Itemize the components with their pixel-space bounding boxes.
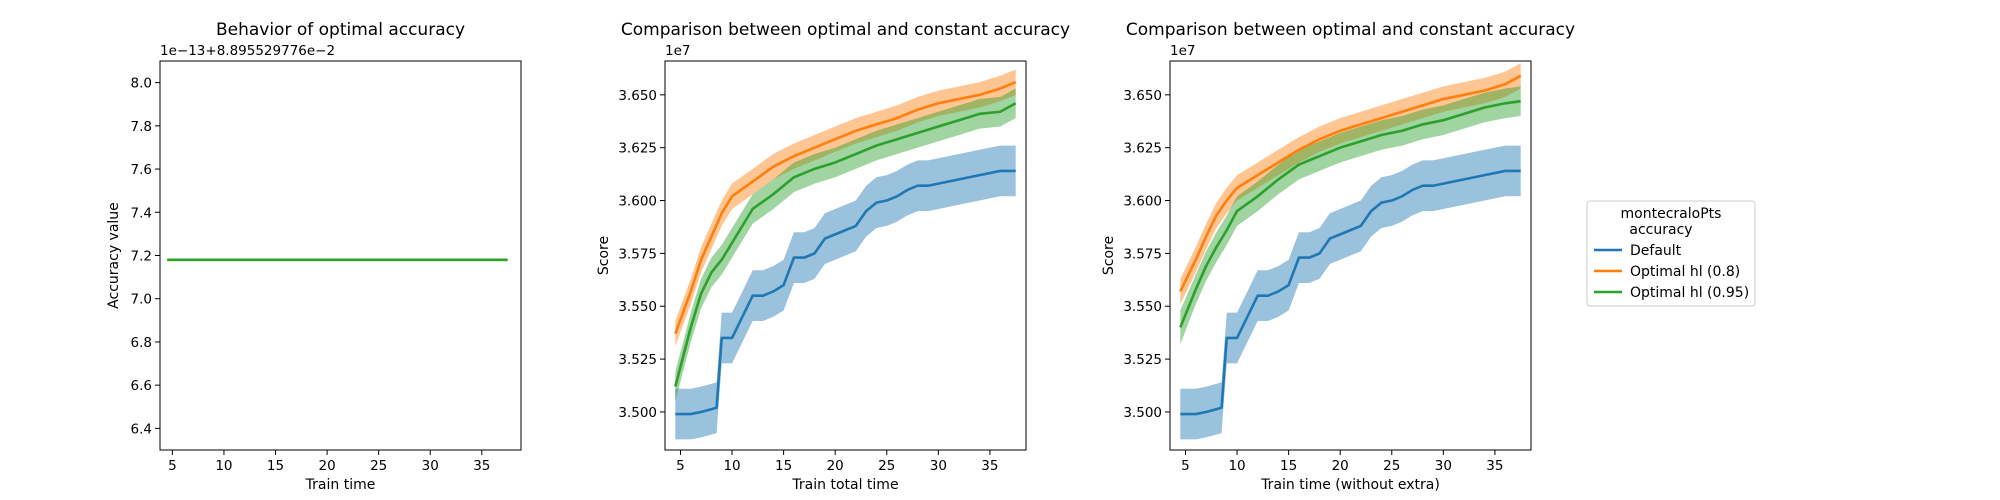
chart-panel-total-time: 5 10 15 20 25 30 35 3.500 3.525 3.550 3.575 3.600 3.… <box>596 20 1070 493</box>
series-band-1 <box>675 69 1016 347</box>
x-tick-label: 30 <box>930 458 947 474</box>
chart-panel-optimal-accuracy: 5 10 15 20 25 30 35 6.4 6.6 6.8 7.0 7.2 7.4 7.6 7.8 8.0… <box>106 20 522 493</box>
x-tick-label: 35 <box>981 458 998 474</box>
legend-frame <box>1586 200 1756 307</box>
legend: montecraloPts accuracy Default Optimal h… <box>1586 200 1756 307</box>
x-axis-label: Train time <box>305 477 376 493</box>
y-tick-label: 3.600 <box>1123 194 1162 210</box>
legend-title-line1: montecraloPts <box>1621 206 1722 222</box>
x-tick-label: 15 <box>775 458 792 474</box>
axes-frame <box>1169 60 1532 451</box>
y-axis-label: Score <box>596 236 612 275</box>
x-tick-label: 5 <box>676 458 685 474</box>
y-tick-label: 3.550 <box>618 299 657 315</box>
x-tick-label: 5 <box>168 458 177 474</box>
x-tick-label: 25 <box>878 458 895 474</box>
axis-offset-text: 1e−13+8.895529776e−2 <box>160 43 335 59</box>
legend-label-optimal-095: Optimal hl (0.95) <box>1630 285 1749 301</box>
x-tick-label: 20 <box>318 458 335 474</box>
x-tick-label: 15 <box>1280 458 1297 474</box>
chart-title: Comparison between optimal and constant … <box>621 20 1070 40</box>
y-tick-label: 3.500 <box>1123 405 1162 421</box>
chart-panel-without-extra: 5 10 15 20 25 30 35 3.500 3.525 3.550 3.575 3.600 3.… <box>1101 20 1575 493</box>
y-tick-label: 3.525 <box>618 352 657 368</box>
axis-offset-text: 1e7 <box>1170 43 1195 59</box>
y-tick-label: 3.575 <box>1123 246 1162 262</box>
y-axis-label: Score <box>1101 236 1117 275</box>
x-tick-label: 20 <box>827 458 844 474</box>
series-line-0 <box>1180 169 1521 416</box>
x-tick-label: 30 <box>1435 458 1452 474</box>
chart-title: Behavior of optimal accuracy <box>216 20 465 40</box>
y-tick-label: 3.625 <box>1123 141 1162 157</box>
series-line-0 <box>675 169 1016 416</box>
y-tick-label: 3.625 <box>618 141 657 157</box>
x-tick-label: 25 <box>1383 458 1400 474</box>
x-tick-label: 25 <box>370 458 387 474</box>
x-tick-label: 10 <box>723 458 740 474</box>
x-tick-label: 15 <box>267 458 284 474</box>
series-band-2 <box>675 88 1016 402</box>
x-tick-label: 20 <box>1332 458 1349 474</box>
y-tick-label: 7.8 <box>131 119 152 135</box>
x-axis-label: Train total time <box>791 477 898 493</box>
x-tick-label: 35 <box>473 458 490 474</box>
y-tick-label: 7.4 <box>131 205 152 221</box>
x-tick-label: 10 <box>215 458 232 474</box>
chart-title: Comparison between optimal and constant … <box>1126 20 1575 40</box>
y-tick-label: 3.650 <box>618 88 657 104</box>
x-tick-label: 10 <box>1228 458 1245 474</box>
y-tick-label: 3.550 <box>1123 299 1162 315</box>
y-tick-label: 3.525 <box>1123 352 1162 368</box>
y-tick-label: 6.6 <box>131 378 152 394</box>
y-tick-label: 3.575 <box>618 246 657 262</box>
legend-label-optimal-08: Optimal hl (0.8) <box>1630 264 1740 280</box>
series-line-2 <box>674 102 1017 387</box>
legend-title-line2: accuracy <box>1629 222 1692 238</box>
y-tick-label: 7.6 <box>131 162 152 178</box>
axes-frame <box>159 60 522 451</box>
x-axis-label: Train time (without extra) <box>1260 477 1440 493</box>
y-tick-label: 8.0 <box>131 76 152 92</box>
series-line-2 <box>1179 99 1521 328</box>
x-tick-label: 35 <box>1486 458 1503 474</box>
series-band-0 <box>675 145 1016 440</box>
axis-offset-text: 1e7 <box>665 43 690 59</box>
y-tick-label: 7.0 <box>131 292 152 308</box>
y-tick-label: 6.4 <box>131 421 152 437</box>
y-tick-label: 3.650 <box>1123 88 1162 104</box>
series-band-1 <box>1180 63 1521 305</box>
y-tick-label: 7.2 <box>131 249 152 265</box>
y-tick-label: 3.600 <box>618 194 657 210</box>
y-tick-label: 6.8 <box>131 335 152 351</box>
series-line-1 <box>674 80 1017 335</box>
legend-label-default: Default <box>1630 243 1682 259</box>
series-line-1 <box>1179 74 1522 293</box>
y-axis-label: Accuracy value <box>106 202 122 309</box>
y-tick-label: 3.500 <box>618 405 657 421</box>
axes-frame <box>664 60 1027 451</box>
x-tick-label: 5 <box>1181 458 1190 474</box>
series-band-2 <box>1180 86 1521 345</box>
x-tick-label: 30 <box>422 458 439 474</box>
